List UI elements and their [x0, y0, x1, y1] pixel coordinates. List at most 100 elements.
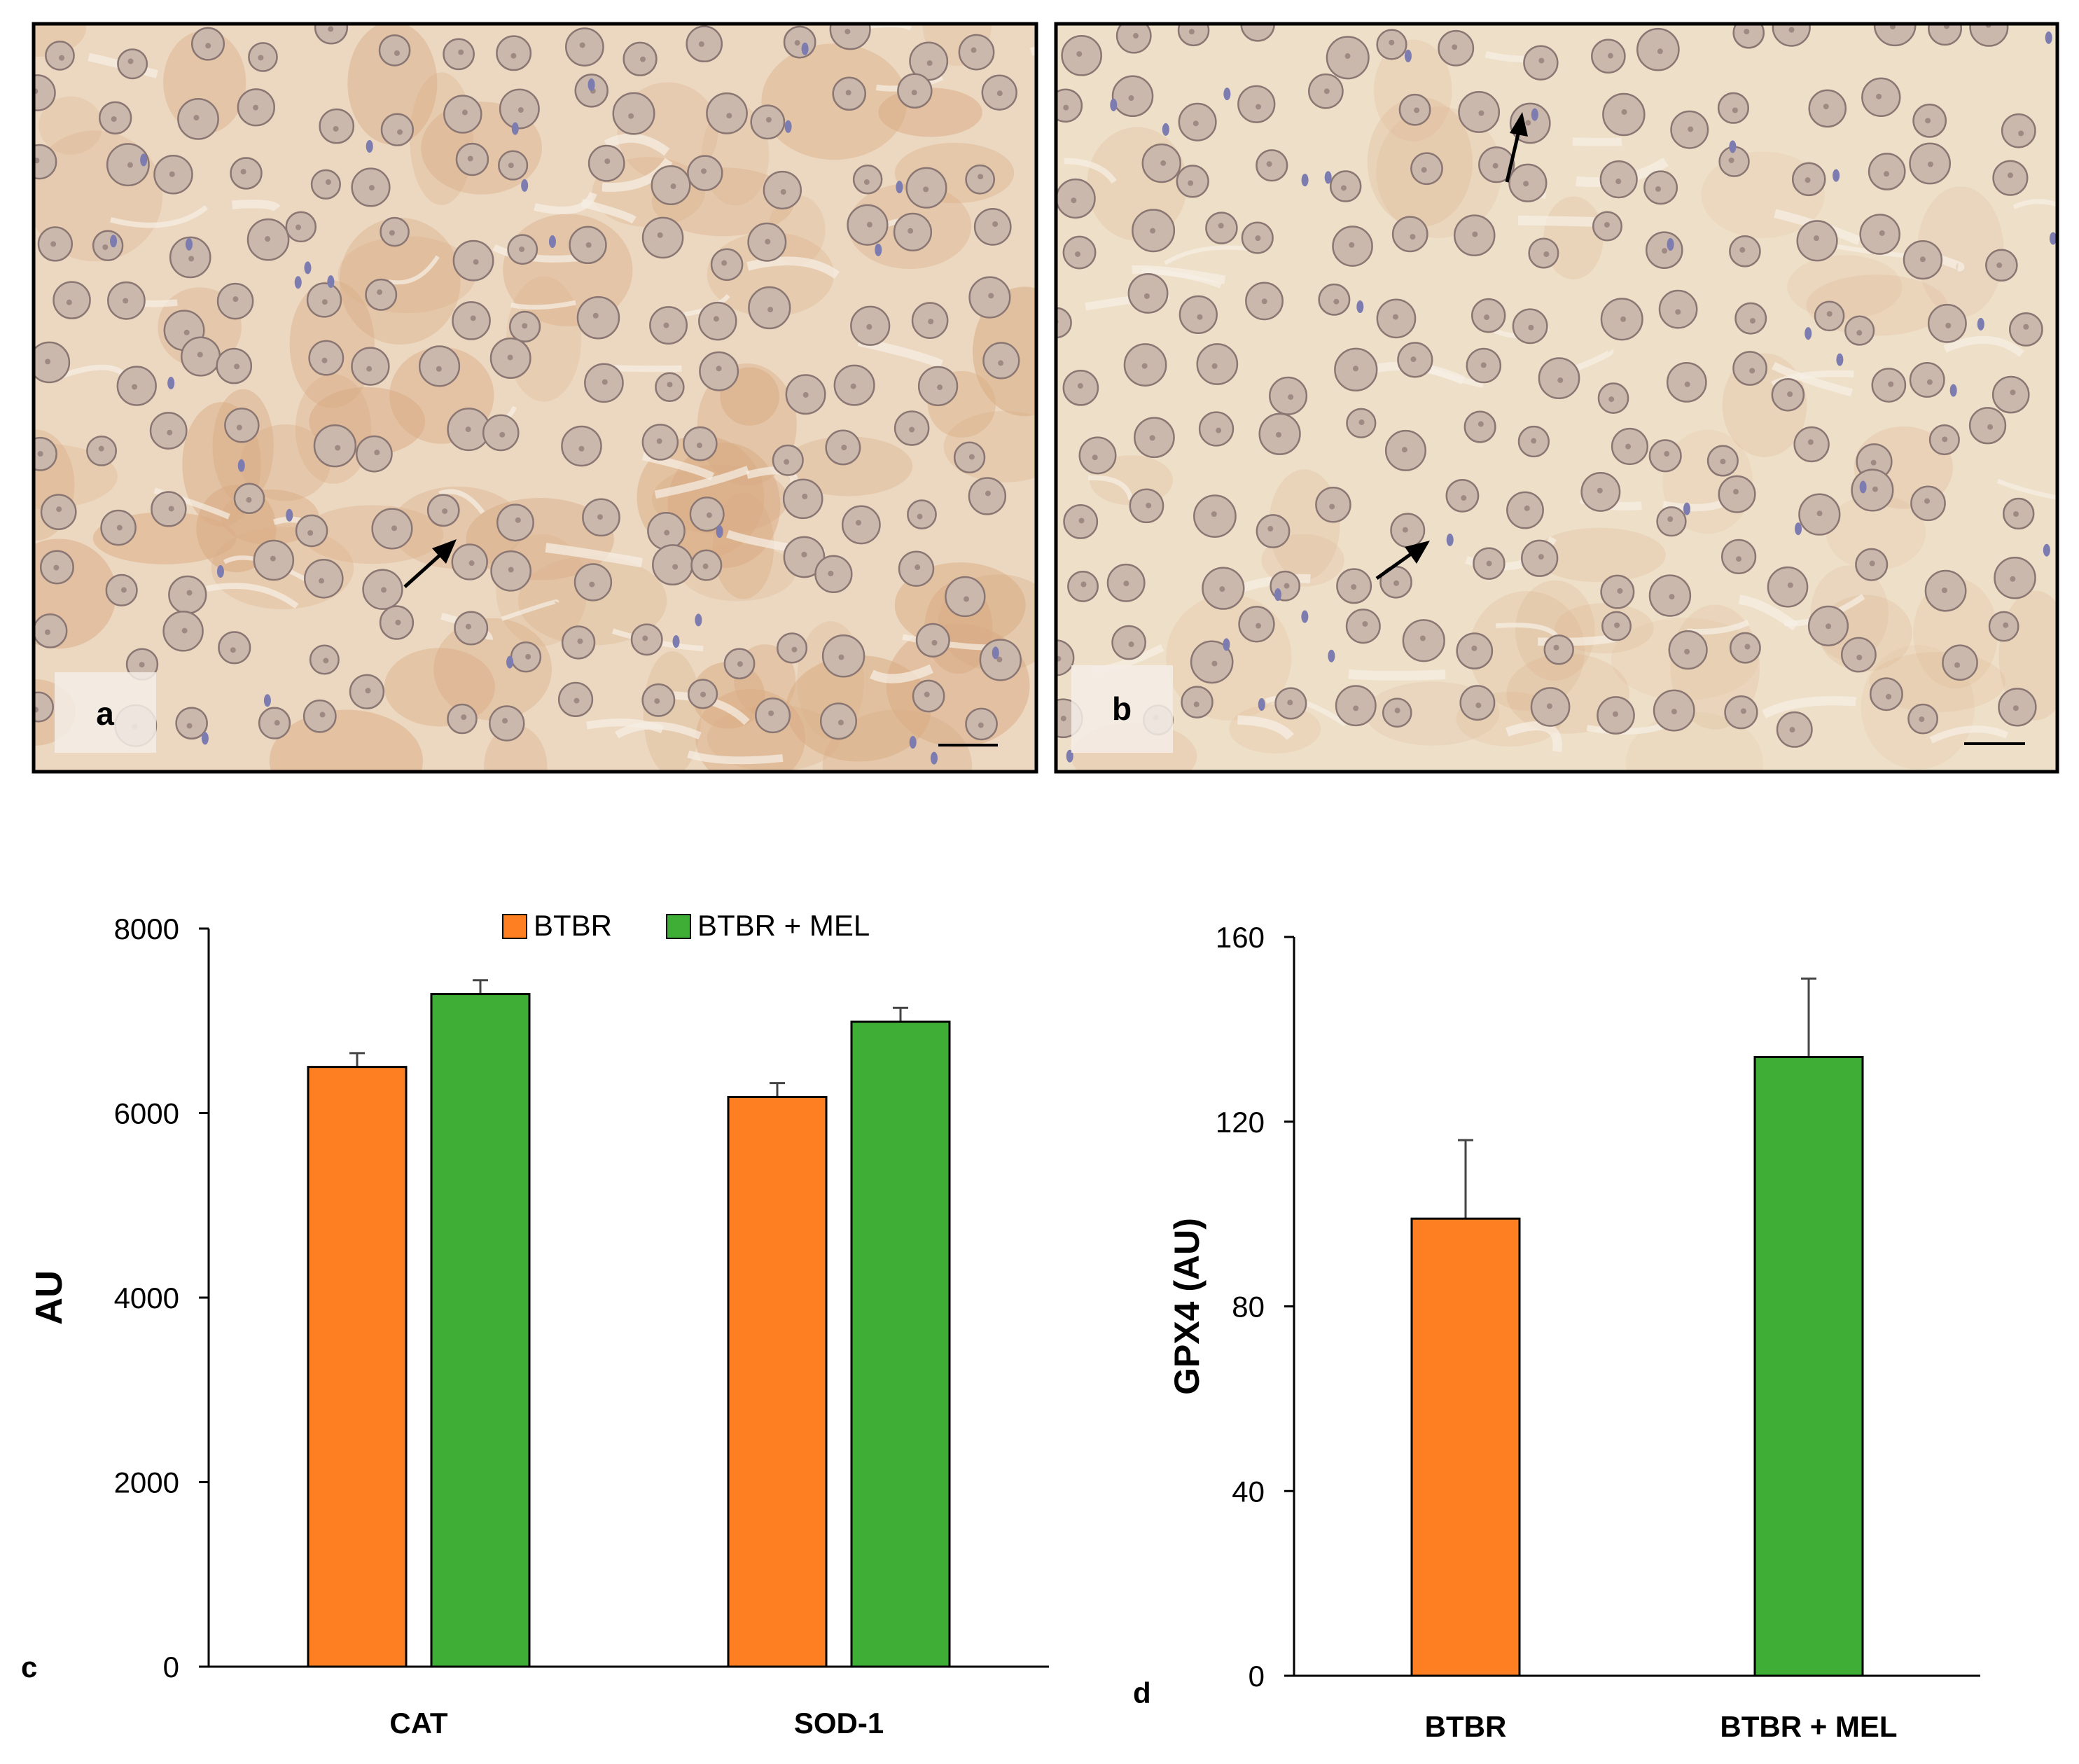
- nucleolus: [1879, 230, 1885, 236]
- nucleolus: [1876, 93, 1882, 99]
- nucleolus: [374, 450, 380, 456]
- stain-blotch: [269, 709, 423, 772]
- small-nucleus: [909, 736, 917, 749]
- nucleolus: [1667, 516, 1674, 522]
- nucleolus: [1826, 623, 1832, 630]
- nucleus: [1717, 92, 1749, 124]
- nucleolus: [1160, 160, 1167, 166]
- small-nucleus: [1223, 638, 1230, 651]
- nucleus: [452, 239, 494, 282]
- nucleolus: [442, 508, 448, 514]
- stain-blotch: [347, 24, 438, 145]
- nucleolus: [1193, 120, 1199, 127]
- sinusoid: [1064, 158, 1117, 184]
- nucleus: [841, 505, 881, 545]
- nucleolus: [1419, 635, 1426, 641]
- nucleolus: [395, 619, 401, 625]
- nucleolus: [510, 53, 517, 59]
- nucleolus: [1349, 242, 1355, 248]
- nucleolus: [53, 564, 60, 571]
- nucleolus: [1211, 660, 1218, 667]
- nucleolus: [234, 363, 240, 370]
- nucleolus: [1267, 526, 1274, 532]
- nucleolus: [389, 230, 395, 236]
- panel-label-box-a: [55, 672, 156, 753]
- nucleolus: [111, 116, 117, 122]
- y-tick-label: 120: [1216, 1106, 1265, 1139]
- small-nucleus: [201, 732, 209, 745]
- sinusoid: [545, 543, 643, 568]
- nucleolus: [197, 352, 203, 358]
- x-category-label: CAT: [389, 1707, 448, 1739]
- nucleolus: [2012, 705, 2019, 711]
- nucleus: [710, 248, 744, 282]
- nucleolus: [726, 113, 732, 119]
- nucleolus: [654, 698, 660, 704]
- stain-blotch: [783, 436, 913, 496]
- nucleolus: [1141, 363, 1148, 369]
- nucleolus: [998, 360, 1004, 366]
- nucleolus: [628, 113, 634, 119]
- nucleolus: [120, 587, 127, 593]
- nucleolus: [1870, 459, 1877, 466]
- nucleus: [1345, 609, 1381, 644]
- nucleolus: [1942, 436, 1948, 443]
- nucleolus: [1211, 363, 1218, 369]
- nucleolus: [1788, 27, 1795, 33]
- y-axis-label: AU: [28, 1270, 70, 1325]
- nucleolus: [1954, 662, 1961, 668]
- nucleus: [612, 92, 655, 135]
- nucleus: [776, 632, 808, 664]
- nucleolus: [1128, 95, 1134, 102]
- nucleolus: [923, 186, 929, 193]
- nucleus: [34, 613, 68, 648]
- nucleolus: [1919, 256, 1926, 263]
- nucleolus: [784, 459, 790, 465]
- small-nucleus: [695, 613, 702, 627]
- small-nucleus: [1683, 502, 1691, 515]
- nucleolus: [127, 58, 134, 64]
- nucleus: [1942, 644, 1978, 681]
- nucleolus: [1071, 197, 1077, 204]
- sinusoid: [438, 489, 485, 515]
- nucleolus: [702, 563, 709, 569]
- stain-blotch: [1515, 580, 1595, 681]
- nucleolus: [1856, 654, 1863, 660]
- nucleolus: [802, 493, 808, 499]
- nucleolus: [515, 517, 521, 523]
- small-nucleus: [930, 751, 938, 765]
- nucleolus: [2010, 576, 2016, 582]
- nucleus: [1969, 24, 2009, 47]
- stain-blotch: [692, 662, 765, 729]
- nucleolus: [366, 366, 373, 372]
- small-nucleus: [263, 694, 271, 707]
- nucleus: [443, 95, 482, 134]
- nucleolus: [1749, 318, 1755, 324]
- nucleus: [308, 340, 345, 376]
- stain-blotch: [1533, 527, 1666, 583]
- small-nucleus: [1274, 588, 1281, 602]
- nucleolus: [295, 224, 302, 230]
- nucleus: [1111, 625, 1146, 660]
- nucleolus: [716, 366, 722, 372]
- nucleolus: [856, 520, 862, 526]
- nucleolus: [1193, 701, 1200, 707]
- nucleolus: [841, 444, 847, 450]
- nucleolus: [1344, 53, 1351, 60]
- nucleolus: [664, 529, 670, 536]
- nucleolus: [937, 384, 943, 391]
- nucleus: [1061, 35, 1102, 76]
- bar: [307, 1066, 408, 1668]
- nucleolus: [1886, 693, 1892, 700]
- nucleolus: [127, 162, 133, 168]
- nucleolus: [1060, 715, 1066, 721]
- sinusoid: [1572, 137, 1622, 146]
- nucleolus: [589, 581, 595, 588]
- sinusoid: [615, 721, 702, 739]
- nucleolus: [978, 174, 984, 180]
- nucleolus: [791, 646, 798, 653]
- sinusoid: [1996, 478, 2057, 500]
- nucleolus: [585, 242, 592, 248]
- nucleolus: [1333, 298, 1340, 305]
- nucleolus: [1128, 641, 1134, 648]
